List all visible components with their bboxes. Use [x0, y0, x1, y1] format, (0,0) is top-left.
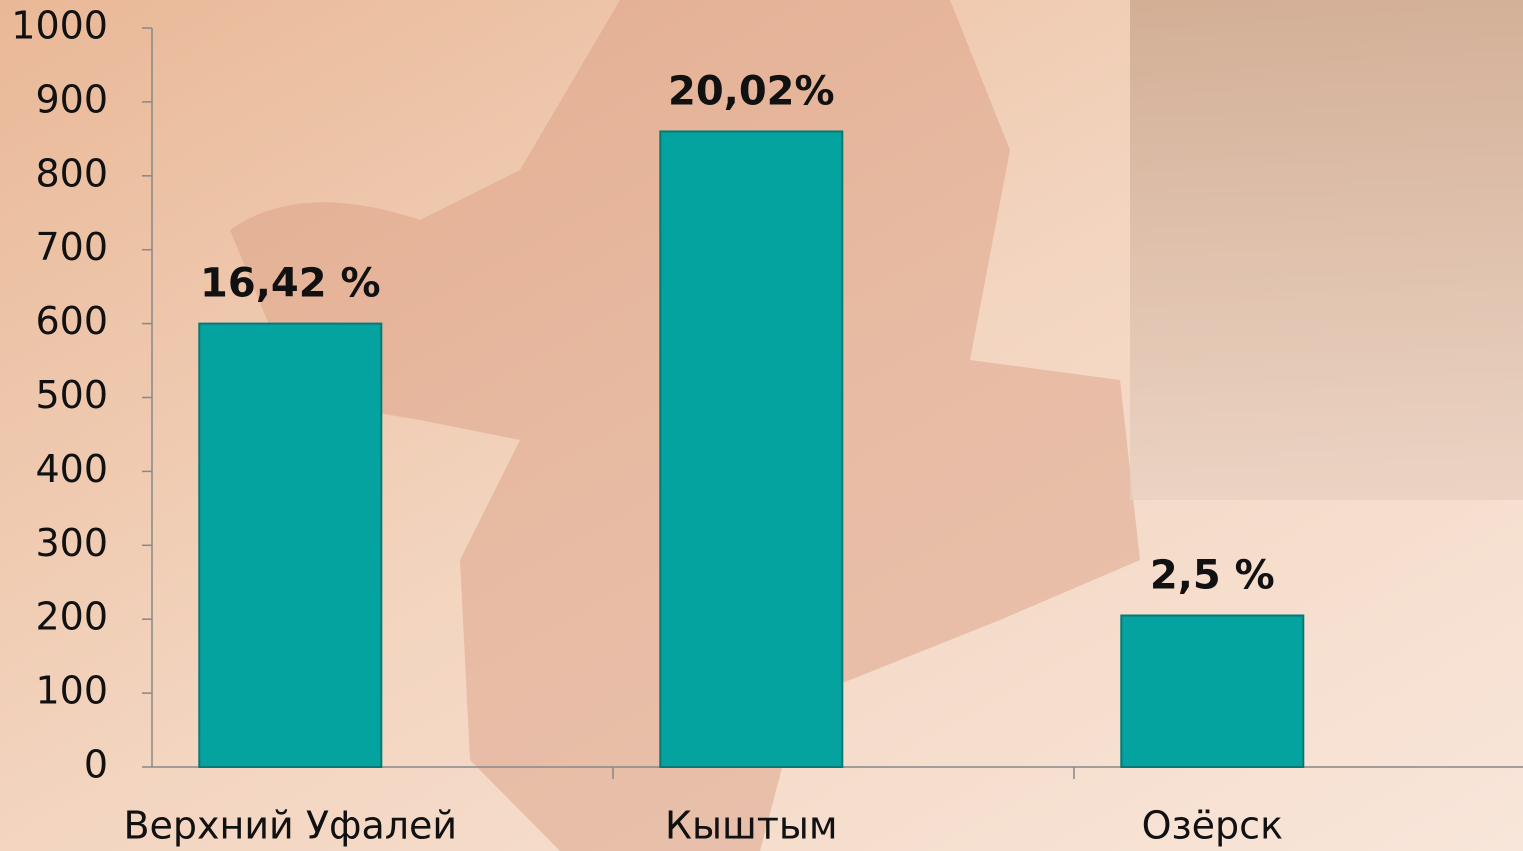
bar: [1120, 614, 1305, 768]
y-tick-label: 300: [35, 521, 108, 565]
x-tick-label: Кыштым: [665, 804, 838, 848]
y-tick-label: 600: [35, 299, 108, 343]
bar: [198, 322, 383, 768]
y-tick-label: 900: [35, 77, 108, 121]
x-tick-label: Верхний Уфалей: [123, 804, 457, 848]
y-tick-label: 1000: [11, 4, 108, 48]
y-tick-label: 400: [35, 447, 108, 491]
y-tick-label: 0: [84, 743, 108, 787]
data-label: 16,42 %: [200, 261, 381, 307]
y-tick-label: 100: [35, 669, 108, 713]
y-tick-label: 800: [35, 151, 108, 195]
data-label: 2,5 %: [1150, 553, 1275, 599]
x-tick-label: Озёрск: [1142, 804, 1283, 848]
y-tick-label: 500: [35, 373, 108, 417]
bar: [659, 130, 844, 768]
photo-decoration: [1130, 0, 1523, 500]
y-tick-label: 200: [35, 595, 108, 639]
data-label: 20,02%: [668, 68, 835, 114]
y-tick-label: 700: [35, 225, 108, 269]
